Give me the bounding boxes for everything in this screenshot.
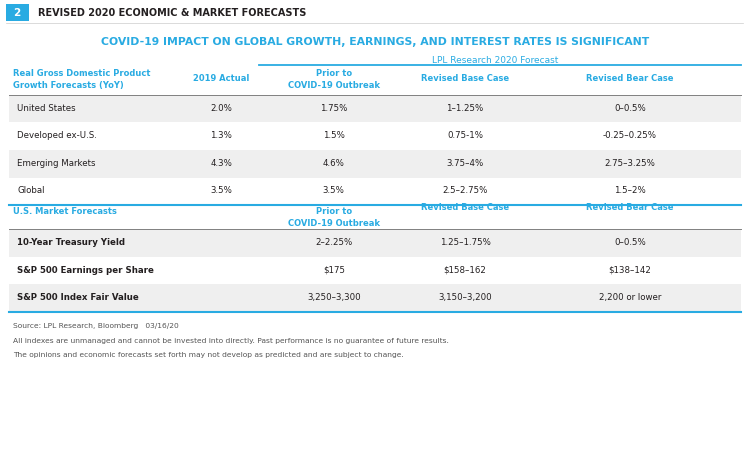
FancyBboxPatch shape	[6, 5, 28, 22]
Text: 3.5%: 3.5%	[322, 186, 345, 195]
Text: 3.75–4%: 3.75–4%	[446, 158, 484, 167]
Text: Developed ex-U.S.: Developed ex-U.S.	[17, 131, 98, 140]
Text: 2,200 or lower: 2,200 or lower	[598, 293, 662, 302]
Text: 2.75–3.25%: 2.75–3.25%	[604, 158, 656, 167]
Text: 0–0.5%: 0–0.5%	[614, 103, 646, 112]
Text: The opinions and economic forecasts set forth may not develop as predicted and a: The opinions and economic forecasts set …	[13, 351, 404, 358]
Text: $158–162: $158–162	[443, 265, 487, 274]
Text: S&P 500 Earnings per Share: S&P 500 Earnings per Share	[17, 265, 154, 274]
Text: United States: United States	[17, 103, 76, 112]
Text: -0.25–0.25%: -0.25–0.25%	[603, 131, 657, 140]
Text: 3,250–3,300: 3,250–3,300	[307, 293, 361, 302]
FancyBboxPatch shape	[9, 285, 741, 312]
Text: Prior to
COVID-19 Outbreak: Prior to COVID-19 Outbreak	[288, 69, 380, 90]
Text: 3,150–3,200: 3,150–3,200	[438, 293, 492, 302]
Text: All indexes are unmanaged and cannot be invested into directly. Past performance: All indexes are unmanaged and cannot be …	[13, 337, 449, 343]
Text: 10-Year Treasury Yield: 10-Year Treasury Yield	[17, 238, 125, 247]
FancyBboxPatch shape	[9, 151, 741, 178]
Text: Emerging Markets: Emerging Markets	[17, 158, 96, 167]
Text: 4.3%: 4.3%	[210, 158, 232, 167]
Text: Revised Bear Case: Revised Bear Case	[586, 74, 674, 83]
Text: S&P 500 Index Fair Value: S&P 500 Index Fair Value	[17, 293, 139, 302]
FancyBboxPatch shape	[9, 230, 741, 257]
Text: COVID-19 IMPACT ON GLOBAL GROWTH, EARNINGS, AND INTEREST RATES IS SIGNIFICANT: COVID-19 IMPACT ON GLOBAL GROWTH, EARNIN…	[100, 37, 649, 47]
Text: Real Gross Domestic Product
Growth Forecasts (YoY): Real Gross Domestic Product Growth Forec…	[13, 69, 151, 90]
Text: 1.3%: 1.3%	[210, 131, 232, 140]
Text: 1.5–2%: 1.5–2%	[614, 186, 646, 195]
Text: REVISED 2020 ECONOMIC & MARKET FORECASTS: REVISED 2020 ECONOMIC & MARKET FORECASTS	[38, 8, 306, 18]
Text: 0–0.5%: 0–0.5%	[614, 238, 646, 247]
Text: 4.6%: 4.6%	[322, 158, 345, 167]
Text: Source: LPL Research, Bloomberg   03/16/20: Source: LPL Research, Bloomberg 03/16/20	[13, 322, 179, 329]
Text: $175: $175	[322, 265, 345, 274]
Text: LPL Research 2020 Forecast: LPL Research 2020 Forecast	[432, 56, 558, 65]
FancyBboxPatch shape	[9, 178, 741, 206]
Text: 3.5%: 3.5%	[210, 186, 232, 195]
Text: $138–142: $138–142	[608, 265, 652, 274]
Text: 2019 Actual: 2019 Actual	[193, 74, 250, 83]
Text: Revised Bear Case: Revised Bear Case	[586, 202, 674, 212]
Text: 1.25–1.75%: 1.25–1.75%	[440, 238, 491, 247]
Text: 0.75-1%: 0.75-1%	[447, 131, 483, 140]
FancyBboxPatch shape	[9, 123, 741, 151]
Text: 2: 2	[13, 8, 21, 18]
Text: 1–1.25%: 1–1.25%	[446, 103, 484, 112]
Text: 2–2.25%: 2–2.25%	[315, 238, 352, 247]
Text: Prior to
COVID-19 Outbreak: Prior to COVID-19 Outbreak	[288, 207, 380, 228]
Text: Revised Base Case: Revised Base Case	[421, 74, 509, 83]
Text: Global: Global	[17, 186, 45, 195]
FancyBboxPatch shape	[9, 96, 741, 123]
FancyBboxPatch shape	[9, 257, 741, 285]
Text: 1.5%: 1.5%	[322, 131, 345, 140]
Text: 2.0%: 2.0%	[210, 103, 232, 112]
Text: U.S. Market Forecasts: U.S. Market Forecasts	[13, 207, 117, 216]
Text: 2.5–2.75%: 2.5–2.75%	[442, 186, 488, 195]
Text: Revised Base Case: Revised Base Case	[421, 202, 509, 212]
Text: 1.75%: 1.75%	[320, 103, 347, 112]
